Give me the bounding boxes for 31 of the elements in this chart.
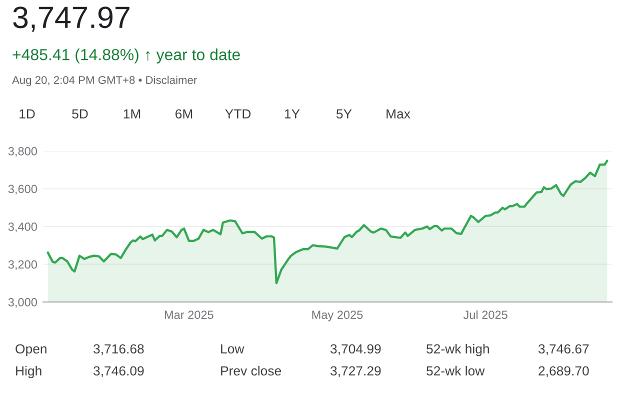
chart-subtitle: +485.41 (14.88%) ↑ year to date <box>12 48 240 64</box>
text: 52-wk low <box>426 366 485 376</box>
text: Open <box>16 344 46 356</box>
text: 3,727.29 <box>330 366 381 378</box>
text: 3,746.09 <box>94 366 144 378</box>
text: 1D <box>20 109 35 118</box>
chart-title: 3,747.97 <box>13 6 130 32</box>
text: 5D <box>72 109 88 119</box>
text: YTD <box>225 109 251 118</box>
text: Max <box>386 109 410 119</box>
y-tick-label: 3,000 <box>8 298 37 308</box>
x-tick-label: May 2025 <box>312 310 363 322</box>
y-tick-label: 3,600 <box>8 184 37 195</box>
y-tick-label: 3,200 <box>8 260 37 270</box>
text: 52-wk high <box>426 344 489 356</box>
text: Prev close <box>221 366 282 376</box>
text: 1M <box>124 109 140 118</box>
y-tick-label: 3,800 <box>8 147 37 157</box>
text: 3,704.99 <box>330 344 381 356</box>
text: 3,716.68 <box>94 344 144 356</box>
text: 6M <box>176 109 192 119</box>
x-tick-label: Jul 2025 <box>463 310 508 320</box>
text: 3,746.67 <box>538 344 589 356</box>
text: Low <box>221 344 244 354</box>
text: 1Y <box>284 109 300 118</box>
y-tick-label: 3,400 <box>8 222 37 232</box>
x-tick-label: Mar 2025 <box>164 310 214 320</box>
text: High <box>16 366 42 378</box>
text: 5Y <box>336 109 352 119</box>
text: 2,689.70 <box>538 366 589 378</box>
text: Aug 20, 2:04 PM GMT+8 • Disclaimer <box>12 76 197 86</box>
